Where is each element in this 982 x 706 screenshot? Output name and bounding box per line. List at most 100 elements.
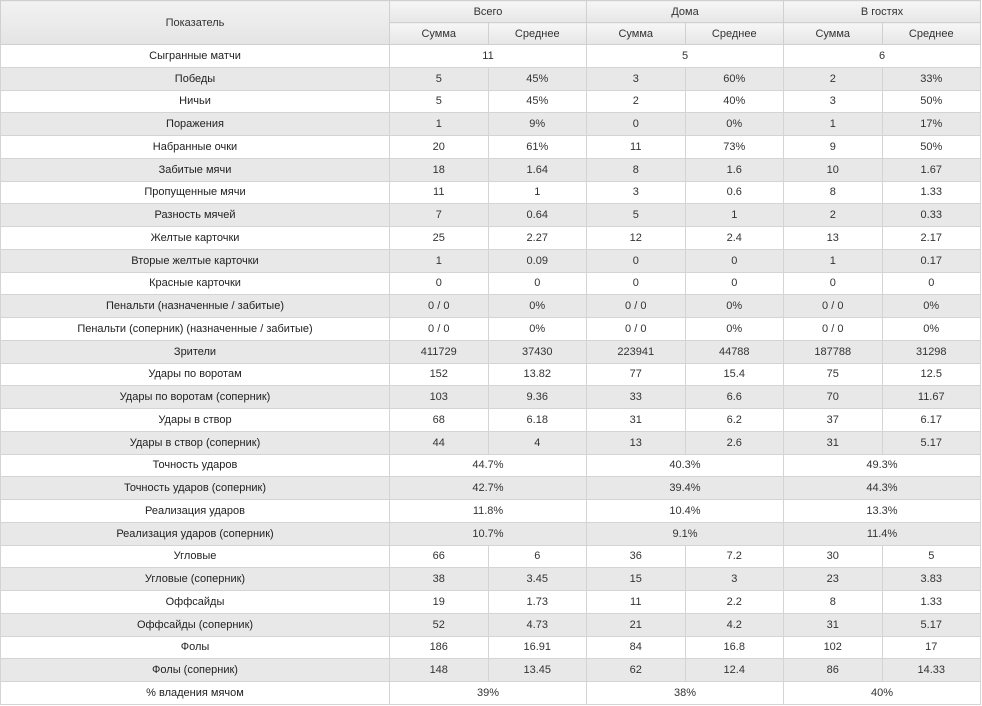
row-label: Пропущенные мячи — [0, 180, 390, 205]
cell-avg-total: 0.64 — [487, 203, 587, 227]
cell-avg-home: 6.6 — [684, 385, 784, 409]
cell-sum-total: 1 — [389, 112, 489, 136]
row-label: Оффсайды (соперник) — [0, 612, 390, 637]
cell-sum-away: 31 — [783, 430, 883, 455]
cell-avg-home: 0% — [684, 112, 784, 136]
cell-avg-away: 0% — [881, 294, 981, 318]
row-label: Забитые мячи — [0, 157, 390, 182]
cell-sum-total: 0 / 0 — [389, 317, 489, 341]
table-row: Пенальти (назначенные / забитые) 0 / 0 0% 0… — [0, 294, 981, 318]
cell-avg-total: 0 — [487, 271, 587, 296]
table-row: Вторые желтые карточки 1 0.09 0 0 1 0.17 — [0, 248, 981, 273]
cell-avg-away: 1.33 — [881, 590, 981, 614]
cell-avg-total: 2.27 — [487, 226, 587, 250]
cell-sum-away: 102 — [783, 635, 883, 660]
cell-sum-home: 0 / 0 — [586, 317, 686, 341]
table-row: Реализация ударов 11.8% 10.4% 13.3% — [0, 499, 981, 523]
cell-sum-away: 70 — [783, 385, 883, 409]
table-row: Желтые карточки 25 2.27 12 2.4 13 2.17 — [0, 226, 981, 250]
cell-home: 38% — [586, 681, 784, 705]
header-avg-home: Среднее — [684, 22, 784, 45]
cell-avg-away: 5.17 — [881, 612, 981, 637]
header-indicator: Показатель — [0, 0, 390, 45]
cell-sum-away: 0 / 0 — [783, 317, 883, 341]
cell-avg-away: 50% — [881, 135, 981, 159]
cell-sum-total: 411729 — [389, 339, 489, 364]
cell-sum-away: 3 — [783, 89, 883, 114]
cell-avg-home: 0 — [684, 248, 784, 273]
table-row: Удары в створ (соперник) 44 4 13 2.6 31 5.17 — [0, 430, 981, 455]
cell-avg-away: 31298 — [881, 339, 981, 364]
cell-sum-away: 37 — [783, 408, 883, 432]
row-label: Набранные очки — [0, 135, 390, 159]
cell-sum-home: 11 — [586, 590, 686, 614]
cell-total: 11 — [389, 44, 587, 68]
table-body: Сыгранные матчи 11 5 6 Победы 5 45% 3 60% 2 33% Нич… — [0, 44, 981, 705]
table-row: Ничьи 5 45% 2 40% 3 50% — [0, 89, 981, 114]
cell-total: 11.8% — [389, 499, 587, 523]
table-row: Удары по воротам (соперник) 103 9.36 33 6.6 7… — [0, 385, 981, 409]
row-label: Поражения — [0, 112, 390, 136]
cell-sum-home: 0 — [586, 271, 686, 296]
cell-avg-away: 14.33 — [881, 658, 981, 682]
table-row: Пропущенные мячи 11 1 3 0.6 8 1.33 — [0, 180, 981, 205]
header-avg-away: Среднее — [881, 22, 981, 45]
table-row: Поражения 1 9% 0 0% 1 17% — [0, 112, 981, 136]
row-label: Удары в створ (соперник) — [0, 430, 390, 455]
cell-sum-away: 13 — [783, 226, 883, 250]
cell-avg-home: 2.6 — [684, 430, 784, 455]
cell-sum-home: 2 — [586, 89, 686, 114]
table-row: Оффсайды 19 1.73 11 2.2 8 1.33 — [0, 590, 981, 614]
cell-avg-home: 0 — [684, 271, 784, 296]
row-label: Ничьи — [0, 89, 390, 114]
row-label: Угловые (соперник) — [0, 567, 390, 591]
cell-away: 6 — [783, 44, 981, 68]
cell-avg-total: 16.91 — [487, 635, 587, 660]
cell-avg-home: 44788 — [684, 339, 784, 364]
table-row: Точность ударов 44.7% 40.3% 49.3% — [0, 453, 981, 478]
cell-sum-home: 8 — [586, 157, 686, 182]
cell-away: 49.3% — [783, 453, 981, 478]
row-label: Удары по воротам — [0, 362, 390, 387]
cell-sum-home: 31 — [586, 408, 686, 432]
cell-sum-total: 5 — [389, 66, 489, 91]
cell-sum-away: 1 — [783, 112, 883, 136]
cell-sum-home: 33 — [586, 385, 686, 409]
row-label: Реализация ударов — [0, 499, 390, 523]
cell-avg-home: 1 — [684, 203, 784, 227]
cell-sum-home: 11 — [586, 135, 686, 159]
cell-away: 40% — [783, 681, 981, 705]
cell-avg-away: 1.67 — [881, 157, 981, 182]
row-label: Удары по воротам (соперник) — [0, 385, 390, 409]
cell-sum-home: 5 — [586, 203, 686, 227]
cell-total: 10.7% — [389, 521, 587, 546]
cell-avg-away: 3.83 — [881, 567, 981, 591]
cell-avg-away: 2.17 — [881, 226, 981, 250]
cell-sum-away: 187788 — [783, 339, 883, 364]
cell-sum-total: 186 — [389, 635, 489, 660]
cell-sum-away: 31 — [783, 612, 883, 637]
cell-avg-total: 1.64 — [487, 157, 587, 182]
cell-sum-home: 21 — [586, 612, 686, 637]
cell-avg-home: 0% — [684, 317, 784, 341]
cell-away: 13.3% — [783, 499, 981, 523]
cell-sum-home: 12 — [586, 226, 686, 250]
cell-sum-home: 62 — [586, 658, 686, 682]
cell-sum-away: 1 — [783, 248, 883, 273]
row-label: Сыгранные матчи — [0, 44, 390, 68]
table-row: Оффсайды (соперник) 52 4.73 21 4.2 31 5.17 — [0, 612, 981, 637]
cell-sum-total: 0 — [389, 271, 489, 296]
cell-avg-away: 0% — [881, 317, 981, 341]
header-sum-home: Сумма — [586, 22, 686, 45]
cell-total: 44.7% — [389, 453, 587, 478]
cell-avg-home: 1.6 — [684, 157, 784, 182]
cell-sum-total: 148 — [389, 658, 489, 682]
table-row: Точность ударов (соперник) 42.7% 39.4% 44.3… — [0, 476, 981, 500]
cell-sum-away: 0 / 0 — [783, 294, 883, 318]
table-row: Красные карточки 0 0 0 0 0 0 — [0, 271, 981, 296]
cell-sum-away: 0 — [783, 271, 883, 296]
row-label: Фолы — [0, 635, 390, 660]
cell-sum-away: 2 — [783, 203, 883, 227]
cell-sum-home: 84 — [586, 635, 686, 660]
table-row: Пенальти (соперник) (назначенные / забит… — [0, 317, 981, 341]
